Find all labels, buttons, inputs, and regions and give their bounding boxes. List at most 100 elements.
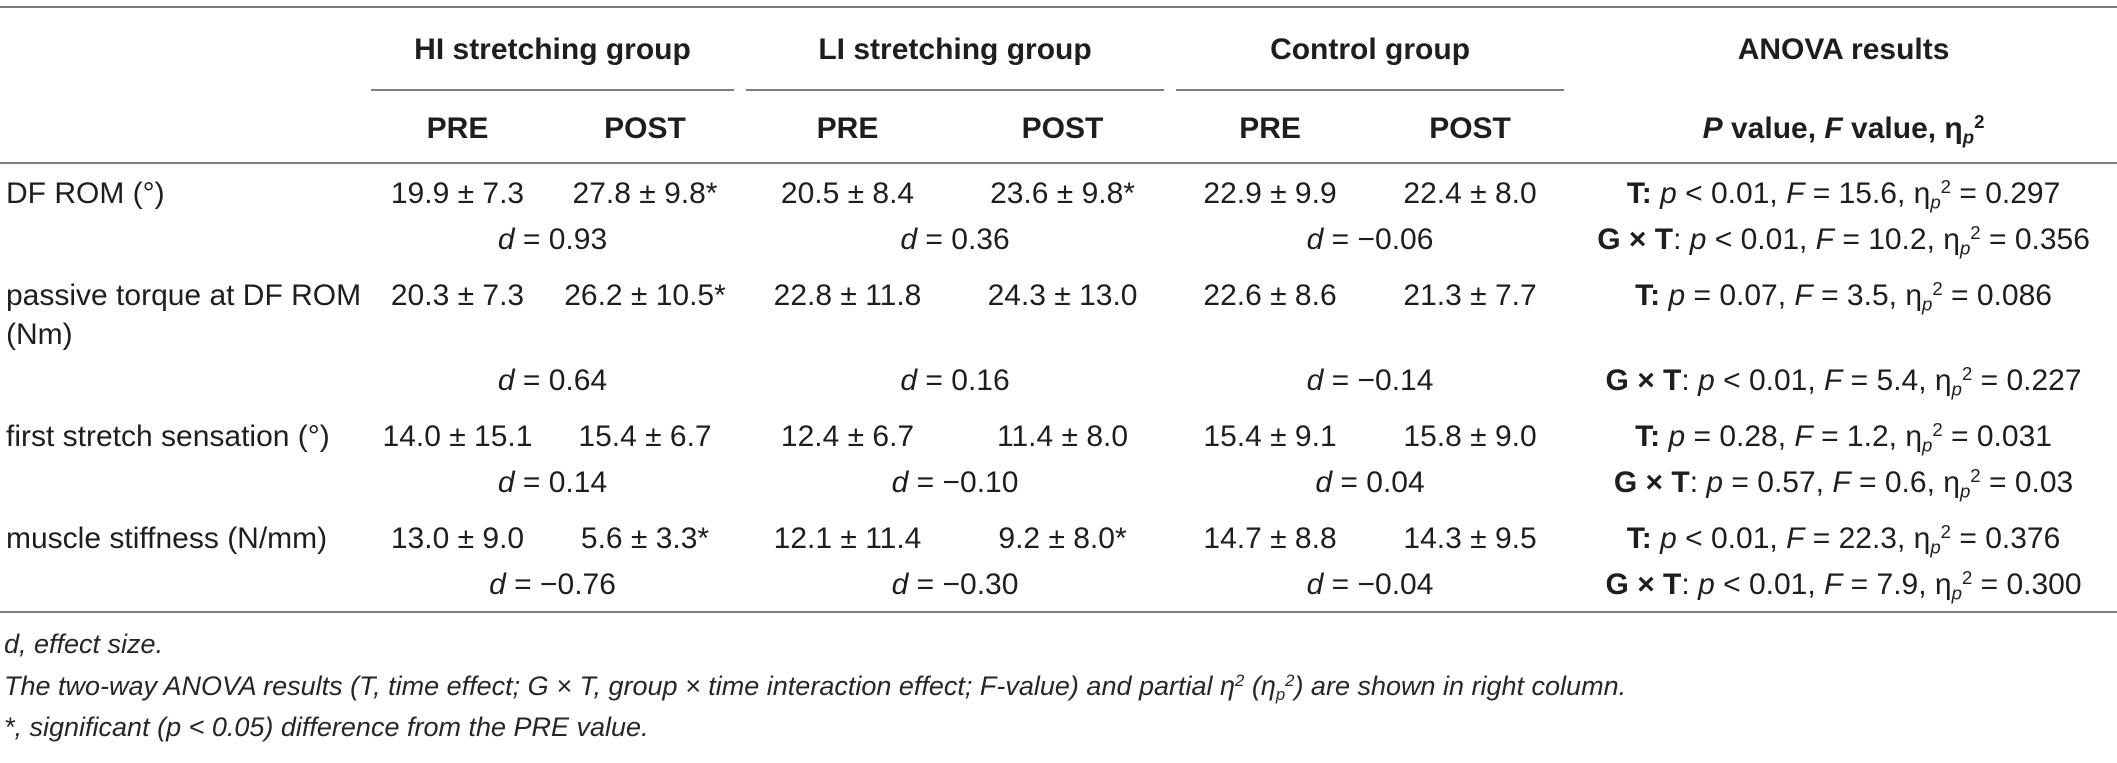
value-cell: 5.6 ± 3.3*	[580, 522, 710, 555]
footnote-significance: *, significant (p < 0.05) difference fro…	[4, 712, 649, 743]
d-value: 0.14	[548, 466, 608, 499]
group-label: LI stretching group	[818, 33, 1092, 66]
anova-results-table: HI stretching group LI stretching group …	[0, 6, 2117, 613]
d-value-cell: d = 0.93	[365, 213, 740, 266]
value-cell: 9.2 ± 8.0*	[998, 522, 1127, 555]
value-cell: 15.8 ± 9.0	[1403, 420, 1537, 453]
row-label: DF ROM (°)	[6, 177, 165, 210]
group-header-li: LI stretching group	[740, 7, 1170, 91]
d-symbol: d	[1306, 568, 1324, 601]
d-value: 0.64	[548, 364, 608, 397]
value-cell: 26.2 ± 10.5*	[564, 279, 726, 312]
equals: =	[908, 466, 943, 499]
d-value-cell: d = −0.30	[740, 558, 1171, 613]
value-cell: 14.7 ± 8.8	[1203, 522, 1337, 555]
group-label: Control group	[1270, 33, 1471, 66]
page: HI stretching group LI stretching group …	[0, 6, 2117, 745]
d-symbol: d	[891, 568, 909, 601]
value-cell: 23.6 ± 9.8*	[990, 177, 1135, 210]
value-cell: 22.4 ± 8.0	[1403, 177, 1537, 210]
anova-time-cell: T: p < 0.01, F = 22.3, ηp2 = 0.376	[1626, 520, 2061, 558]
equals: =	[1323, 223, 1358, 256]
equals: =	[514, 364, 549, 397]
effect-size-row: d = 0.64 d = 0.16 d = −0.14 G × T: p < 0…	[0, 354, 2117, 407]
group-label: ANOVA results	[1737, 33, 1950, 66]
equals: =	[1323, 364, 1358, 397]
d-value-cell: d = 0.16	[740, 354, 1170, 407]
col-header-pre: PRE	[365, 91, 550, 164]
value-cell: 19.9 ± 7.3	[390, 177, 525, 210]
value-cell: 14.0 ± 15.1	[382, 420, 533, 453]
d-value: 0.16	[951, 364, 1010, 397]
row-label: first stretch sensation (°)	[6, 420, 330, 453]
group-underline	[1176, 89, 1565, 91]
d-value-cell: d = −0.04	[1170, 558, 1571, 613]
table-header: HI stretching group LI stretching group …	[0, 7, 2117, 164]
d-value-cell: d = −0.76	[365, 558, 741, 613]
measure-row-df-rom: DF ROM (°) 19.9 ± 7.3 27.8 ± 9.8* 20.5 ±…	[0, 163, 2117, 213]
empty-cell	[0, 456, 365, 509]
footnote-anova-explanation: The two-way ANOVA results (T, time effec…	[4, 670, 1627, 704]
group-underline	[746, 89, 1165, 91]
equals: =	[505, 568, 540, 601]
table-footnotes: d, effect size. The two-way ANOVA result…	[0, 613, 2117, 745]
d-value: −0.14	[1357, 364, 1434, 397]
d-value-cell: d = 0.14	[365, 456, 740, 509]
value-cell: 27.8 ± 9.8*	[572, 177, 718, 210]
col-header-post: POST	[550, 91, 741, 164]
d-symbol: d	[1315, 466, 1333, 499]
value-cell: 20.3 ± 7.3	[390, 279, 525, 312]
anova-interaction-cell: G × T: p = 0.57, F = 0.6, ηp2 = 0.03	[1613, 464, 2074, 502]
d-symbol: d	[900, 223, 918, 256]
corner-cell	[0, 91, 365, 164]
group-label: HI stretching group	[414, 33, 691, 66]
d-value: −0.10	[942, 466, 1019, 499]
equals: =	[1332, 466, 1367, 499]
d-value-cell: d = −0.14	[1170, 354, 1570, 407]
equals: =	[917, 223, 952, 256]
col-header-post: POST	[1370, 91, 1571, 164]
table-body: DF ROM (°) 19.9 ± 7.3 27.8 ± 9.8* 20.5 ±…	[0, 163, 2117, 613]
value-cell: 15.4 ± 9.1	[1203, 420, 1337, 453]
d-value: 0.93	[548, 223, 608, 256]
anova-time-cell: T: p < 0.01, F = 15.6, ηp2 = 0.297	[1626, 175, 2061, 213]
value-cell: 22.6 ± 8.6	[1203, 279, 1337, 312]
d-value: −0.30	[942, 568, 1019, 601]
anova-time-cell: T: p = 0.28, F = 1.2, ηp2 = 0.031	[1635, 418, 2052, 456]
d-symbol: d	[497, 364, 515, 397]
d-value-cell: d = 0.64	[365, 354, 740, 407]
d-value-cell: d = 0.04	[1170, 456, 1570, 509]
row-label: muscle stiffness (N/mm)	[6, 522, 328, 555]
d-value-cell: d = −0.06	[1170, 213, 1570, 266]
group-header-anova: ANOVA results	[1570, 7, 2117, 91]
d-value: −0.04	[1357, 568, 1434, 601]
effect-size-row: d = −0.76 d = −0.30 d = −0.04 G × T: p <…	[0, 558, 2117, 613]
equals: =	[514, 223, 549, 256]
measure-row-first-stretch: first stretch sensation (°) 14.0 ± 15.1 …	[0, 407, 2117, 456]
anova-interaction-cell: G × T: p < 0.01, F = 10.2, ηp2 = 0.356	[1597, 221, 2090, 259]
col-header-pre: PRE	[1170, 91, 1371, 164]
corner-cell	[0, 7, 365, 91]
value-cell: 14.3 ± 9.5	[1403, 522, 1537, 555]
anova-time-cell: T: p = 0.07, F = 3.5, ηp2 = 0.086	[1635, 277, 2052, 315]
group-underline	[371, 89, 735, 91]
d-symbol: d	[1306, 223, 1324, 256]
value-cell: 11.4 ± 8.0	[997, 420, 1129, 453]
measure-row-passive-torque: passive torque at DF ROM (Nm) 20.3 ± 7.3…	[0, 266, 2117, 354]
group-header-control: Control group	[1170, 7, 1570, 91]
empty-cell	[0, 558, 365, 613]
empty-cell	[0, 213, 365, 266]
col-header-pre: PRE	[740, 91, 956, 164]
value-cell: 24.3 ± 13.0	[987, 279, 1138, 312]
d-symbol: d	[489, 568, 506, 601]
d-value-cell: d = −0.10	[740, 456, 1170, 509]
d-value: 0.04	[1366, 466, 1425, 499]
value-cell: 12.4 ± 6.7	[780, 420, 915, 453]
empty-cell	[0, 354, 365, 407]
equals: =	[514, 466, 549, 499]
measure-row-muscle-stiffness: muscle stiffness (N/mm) 13.0 ± 9.0 5.6 ±…	[0, 509, 2117, 558]
d-value-cell: d = 0.36	[740, 213, 1170, 266]
d-symbol: d	[900, 364, 918, 397]
d-value: −0.06	[1357, 223, 1434, 256]
equals: =	[917, 364, 952, 397]
